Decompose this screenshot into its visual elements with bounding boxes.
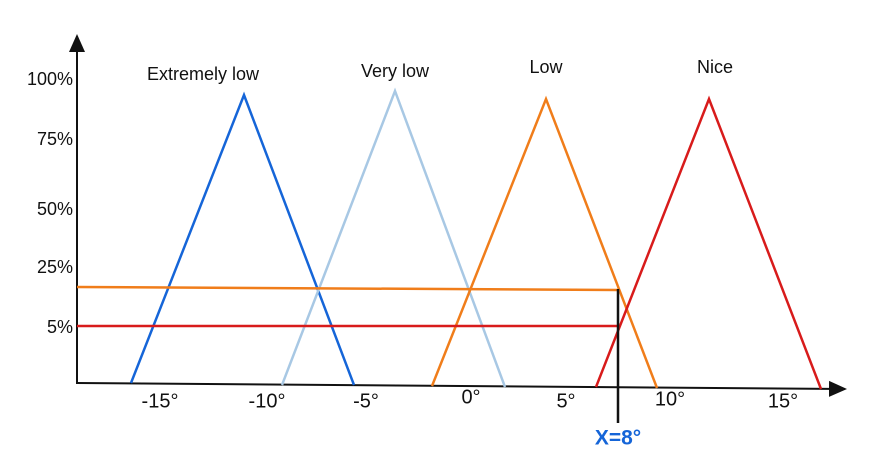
x-label: -10° (249, 390, 286, 412)
set-label: Low (529, 57, 563, 77)
x-label: 5° (556, 390, 575, 412)
very-low-set (280, 87, 507, 388)
low-level-line (76, 285, 619, 292)
nice-set (594, 95, 823, 390)
x-label: 10° (655, 388, 685, 410)
x-label: -5° (353, 390, 379, 412)
y-label: 50% (37, 199, 73, 219)
set-label: Extremely low (147, 64, 260, 84)
low-set (430, 95, 659, 389)
marker-label: X=8° (595, 427, 641, 450)
y-label: 100% (27, 69, 73, 89)
x-label: 15° (768, 390, 798, 412)
y-label: 75% (37, 129, 73, 149)
y-label: 25% (37, 257, 73, 277)
x-label: 0° (461, 386, 480, 408)
y-label: 5% (47, 317, 73, 337)
x-label: -15° (142, 390, 179, 412)
set-label: Nice (697, 57, 733, 77)
set-label: Very low (361, 61, 430, 81)
x-axis (76, 380, 847, 397)
extremely-low-set (129, 91, 356, 386)
